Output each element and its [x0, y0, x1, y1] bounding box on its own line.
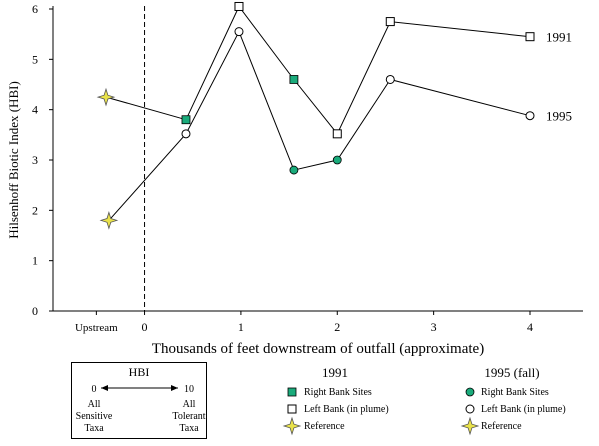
x-tick-label: Upstream	[75, 322, 118, 334]
marker-open-circle	[385, 74, 395, 84]
y-tick-label: 6	[32, 2, 38, 16]
marker-filled-circle	[465, 387, 475, 397]
hbi-key-high-caption: Tolerant	[172, 411, 205, 422]
y-tick-label: 2	[32, 203, 38, 217]
marker-open-circle	[465, 404, 475, 414]
marker-filled-circle	[332, 155, 342, 165]
hbi-key-low: 0	[92, 384, 97, 395]
x-axis-label: Thousands of feet downstream of outfall …	[152, 341, 484, 357]
hbi-key-low-caption: Sensitive	[76, 411, 113, 422]
x-tick-label: 1	[238, 320, 244, 334]
y-tick-label: 1	[32, 254, 38, 268]
marker-open-square	[385, 17, 395, 27]
marker-open-square	[332, 129, 342, 139]
marker-open-circle	[525, 111, 535, 121]
y-tick-label: 3	[32, 153, 38, 167]
legend-item-label: Reference	[481, 421, 522, 432]
hbi-key-arrowhead-left	[101, 385, 108, 391]
series-layer: 1991 1995	[96, 1, 572, 230]
marker-open-square	[234, 1, 244, 11]
plot-axes: 0 1 2 3 4 5 6 Upstream 0 1 2 3 4 Thousands of feet do…	[6, 2, 583, 357]
y-tick-label: 4	[32, 103, 38, 117]
legend-item-label: Reference	[304, 421, 345, 432]
hbi-key-high-caption: Taxa	[179, 423, 199, 434]
x-tick-label: 0	[142, 320, 148, 334]
marker-open-square	[525, 32, 535, 42]
legend-item-label: Left Bank (in plume)	[304, 404, 389, 415]
series-1995: 1995	[99, 27, 572, 230]
marker-star	[96, 87, 116, 107]
marker-open-circle	[234, 27, 244, 37]
series-1991: 1991	[96, 1, 572, 139]
hbi-key-low-caption: Taxa	[84, 423, 104, 434]
hbi-key-high-caption: All	[183, 399, 196, 410]
hbi-key-arrowhead-right	[171, 385, 178, 391]
series-line	[105, 5, 531, 135]
legend: 1991 Right Bank Sites Left Bank (in plume)…	[76, 365, 566, 436]
y-axis-label: Hilsenhoff Biotic Index (HBI)	[6, 81, 21, 239]
hbi-key-title: HBI	[129, 365, 150, 379]
marker-filled-circle	[289, 165, 299, 175]
x-tick-label: 2	[334, 320, 340, 334]
x-tick-label: 3	[431, 320, 437, 334]
legend-group-title: 1995 (fall)	[484, 365, 539, 380]
x-tick-label: 4	[527, 320, 533, 334]
y-tick-label: 5	[32, 52, 38, 66]
y-tick-label: 0	[32, 304, 38, 318]
legend-item-label: Left Bank (in plume)	[481, 404, 566, 415]
legend-group-title: 1991	[322, 365, 348, 380]
hbi-key-low-caption: All	[88, 399, 101, 410]
legend-item-label: Right Bank Sites	[481, 387, 549, 398]
hbi-key-box	[71, 362, 207, 439]
hbi-key-high: 10	[184, 384, 194, 395]
marker-filled-square	[289, 75, 299, 84]
marker-open-square	[287, 404, 297, 414]
marker-filled-square	[287, 387, 297, 397]
marker-star	[99, 211, 119, 230]
legend-item-label: Right Bank Sites	[304, 387, 372, 398]
marker-star	[460, 416, 480, 436]
marker-star	[282, 416, 302, 436]
marker-filled-square	[181, 115, 191, 125]
series-line	[108, 30, 531, 221]
series-end-label: 1991	[546, 30, 572, 45]
marker-open-circle	[181, 129, 191, 139]
series-end-label: 1995	[546, 109, 572, 124]
